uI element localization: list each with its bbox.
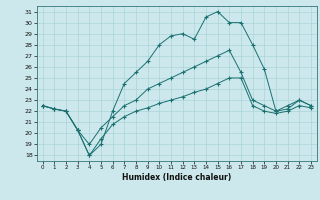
X-axis label: Humidex (Indice chaleur): Humidex (Indice chaleur) bbox=[122, 173, 231, 182]
